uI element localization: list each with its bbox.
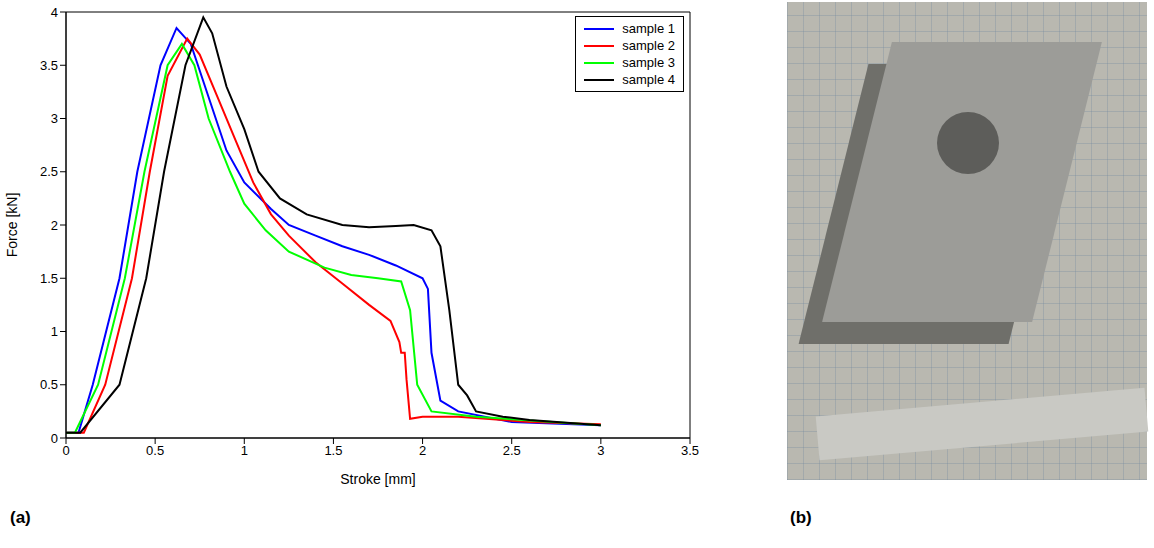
svg-text:3: 3: [51, 111, 58, 126]
svg-text:3.5: 3.5: [681, 443, 699, 458]
html-text:(a): (a): [10, 508, 31, 527]
svg-text:0.5: 0.5: [40, 377, 58, 392]
svg-text:2: 2: [419, 443, 426, 458]
svg-text:Stroke [mm]: Stroke [mm]: [340, 471, 415, 487]
svg-text:1: 1: [241, 443, 248, 458]
svg-text:2.5: 2.5: [40, 164, 58, 179]
html-text:sample 3: sample 3: [622, 55, 675, 70]
svg-text:1.5: 1.5: [324, 443, 342, 458]
html-text:sample 2: sample 2: [622, 38, 675, 53]
svg-text:Force [kN]: Force [kN]: [4, 193, 20, 258]
html-text:sample 4: sample 4: [622, 72, 675, 87]
svg-text:2: 2: [51, 218, 58, 233]
svg-text:2.5: 2.5: [503, 443, 521, 458]
svg-text:3.5: 3.5: [40, 58, 58, 73]
svg-text:1: 1: [51, 324, 58, 339]
html-text:sample 1: sample 1: [622, 21, 675, 36]
svg-text:4: 4: [51, 5, 58, 20]
svg-text:0: 0: [51, 431, 58, 446]
svg-text:1.5: 1.5: [40, 271, 58, 286]
svg-text:0.5: 0.5: [146, 443, 164, 458]
svg-text:0: 0: [62, 443, 69, 458]
svg-text:3: 3: [597, 443, 604, 458]
html-text:(b): (b): [790, 508, 812, 527]
